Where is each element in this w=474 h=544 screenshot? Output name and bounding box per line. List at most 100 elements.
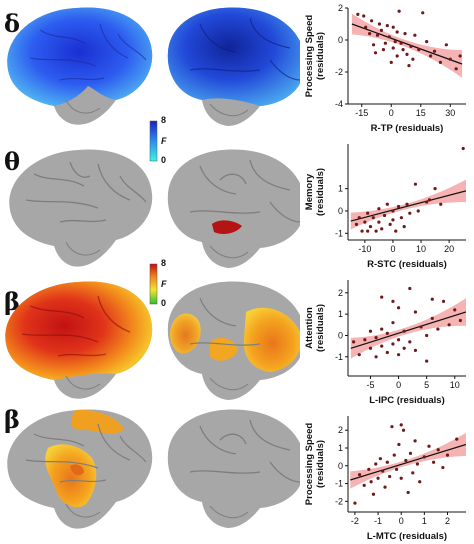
data-point — [368, 31, 372, 36]
data-point — [391, 321, 395, 325]
data-point — [357, 353, 361, 357]
data-point — [366, 211, 370, 215]
y-tick-label: -1 — [335, 479, 343, 489]
x-tick-label: -1 — [374, 516, 382, 526]
brain-delta-right — [167, 7, 300, 126]
colorbar-blue-max: 8 — [161, 115, 167, 125]
data-point — [368, 346, 373, 350]
data-point — [363, 338, 367, 342]
plot-area — [350, 286, 466, 363]
data-point — [383, 485, 387, 489]
data-point — [458, 318, 462, 323]
data-point — [353, 501, 357, 505]
x-tick-label: 5 — [424, 380, 429, 390]
data-point — [413, 439, 417, 443]
band-label-beta-1: β — [4, 287, 20, 316]
y-tick-label: 1 — [338, 443, 343, 453]
data-point — [399, 216, 403, 220]
data-point — [363, 220, 367, 224]
data-point — [408, 286, 412, 291]
brain-panels — [5, 7, 300, 529]
y-axis-label: (residuals) — [315, 168, 326, 216]
brain-delta-left — [7, 7, 153, 125]
data-point — [393, 40, 397, 44]
data-point — [422, 455, 426, 459]
y-tick-label: 1 — [338, 309, 343, 319]
data-point — [374, 355, 378, 359]
y-tick-label: 0 — [338, 330, 343, 340]
data-point — [374, 336, 378, 340]
x-tick-label: 15 — [416, 108, 426, 118]
data-point — [352, 340, 356, 344]
plot-area — [350, 423, 466, 505]
brain-theta-right — [167, 149, 300, 268]
data-point — [379, 28, 384, 32]
x-axis-label: L-IPC (residuals) — [369, 395, 445, 406]
y-axis-label: Processing Speed — [304, 15, 315, 98]
y-axis-label: (residuals) — [315, 32, 326, 80]
data-point — [391, 342, 395, 346]
data-point — [374, 462, 378, 466]
y-axis-label: (residuals) — [315, 440, 326, 488]
data-point — [381, 469, 385, 473]
data-point — [377, 207, 381, 211]
data-point — [380, 227, 384, 231]
x-tick-label: 30 — [445, 108, 455, 118]
data-point — [380, 327, 384, 331]
data-point — [416, 209, 420, 213]
y-axis-label: Attention — [304, 307, 315, 349]
data-point — [373, 51, 378, 55]
data-point — [391, 25, 395, 29]
data-point — [453, 308, 457, 312]
y-tick-label: 0 — [338, 206, 343, 216]
data-point — [417, 48, 421, 52]
data-point — [356, 12, 360, 16]
data-point — [425, 359, 429, 363]
data-point — [444, 43, 448, 47]
y-tick-label: 0 — [338, 35, 343, 45]
data-point — [399, 476, 403, 480]
data-point — [402, 329, 406, 333]
colorbar-hot-min: 0 — [161, 298, 167, 308]
scatter-plot-4: -2 -1 0 1 2 2 1 0 -1 -2 L-MTC (residuals) Processin… — [304, 416, 466, 542]
scatter-plot-1: -15 0 15 30 2 0 -2 -4 R-TP (residuals) Processing… — [304, 3, 466, 134]
brain-theta-left — [9, 149, 153, 267]
data-point — [377, 220, 381, 224]
regression-line — [351, 23, 463, 65]
colorbar-blue-min: 0 — [161, 155, 167, 165]
x-tick-label: 1 — [422, 516, 427, 526]
data-point — [391, 218, 395, 222]
data-point — [458, 54, 462, 58]
data-point — [371, 43, 376, 47]
data-point — [419, 325, 423, 329]
band-label-delta: δ — [4, 9, 21, 38]
x-tick-label: 0 — [399, 516, 404, 526]
data-point — [385, 24, 389, 28]
data-point — [374, 229, 378, 233]
x-tick-label: 10 — [416, 244, 426, 254]
data-point — [396, 306, 401, 310]
data-point — [447, 323, 451, 327]
x-tick-label: 0 — [390, 244, 395, 254]
data-point — [385, 460, 389, 464]
data-point — [394, 229, 398, 233]
regression-line — [350, 311, 466, 349]
colorbar-hot-max: 8 — [161, 258, 167, 268]
data-point — [375, 33, 380, 37]
brain-beta2-right — [167, 409, 300, 528]
data-point — [377, 22, 382, 26]
data-point — [354, 222, 359, 226]
data-point — [407, 64, 411, 68]
data-point — [454, 67, 458, 71]
data-point — [366, 229, 370, 233]
data-point — [387, 35, 391, 39]
data-point — [441, 299, 446, 303]
y-axis-label: Processing Speed — [304, 423, 315, 506]
data-point — [413, 310, 418, 314]
data-point — [391, 299, 395, 303]
y-tick-label: 2 — [338, 3, 343, 13]
data-point — [461, 146, 465, 151]
data-point — [432, 49, 437, 53]
x-tick-label: 0 — [389, 108, 394, 118]
data-point — [430, 316, 434, 320]
